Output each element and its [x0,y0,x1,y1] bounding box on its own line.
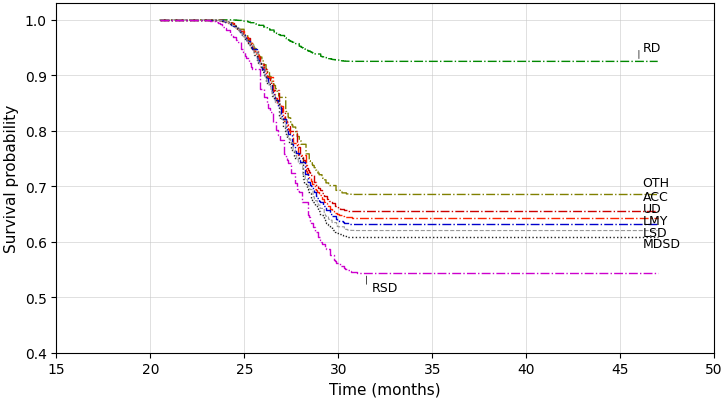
Text: MDSD: MDSD [643,238,680,251]
Text: LMY: LMY [643,215,668,227]
Text: RSD: RSD [372,281,398,294]
Text: LSD: LSD [643,226,667,239]
Text: RD: RD [643,42,661,55]
Y-axis label: Survival probability: Survival probability [4,105,19,252]
Text: ACC: ACC [643,190,668,203]
Text: UD: UD [643,203,662,215]
Text: OTH: OTH [643,177,670,190]
X-axis label: Time (months): Time (months) [329,382,441,397]
